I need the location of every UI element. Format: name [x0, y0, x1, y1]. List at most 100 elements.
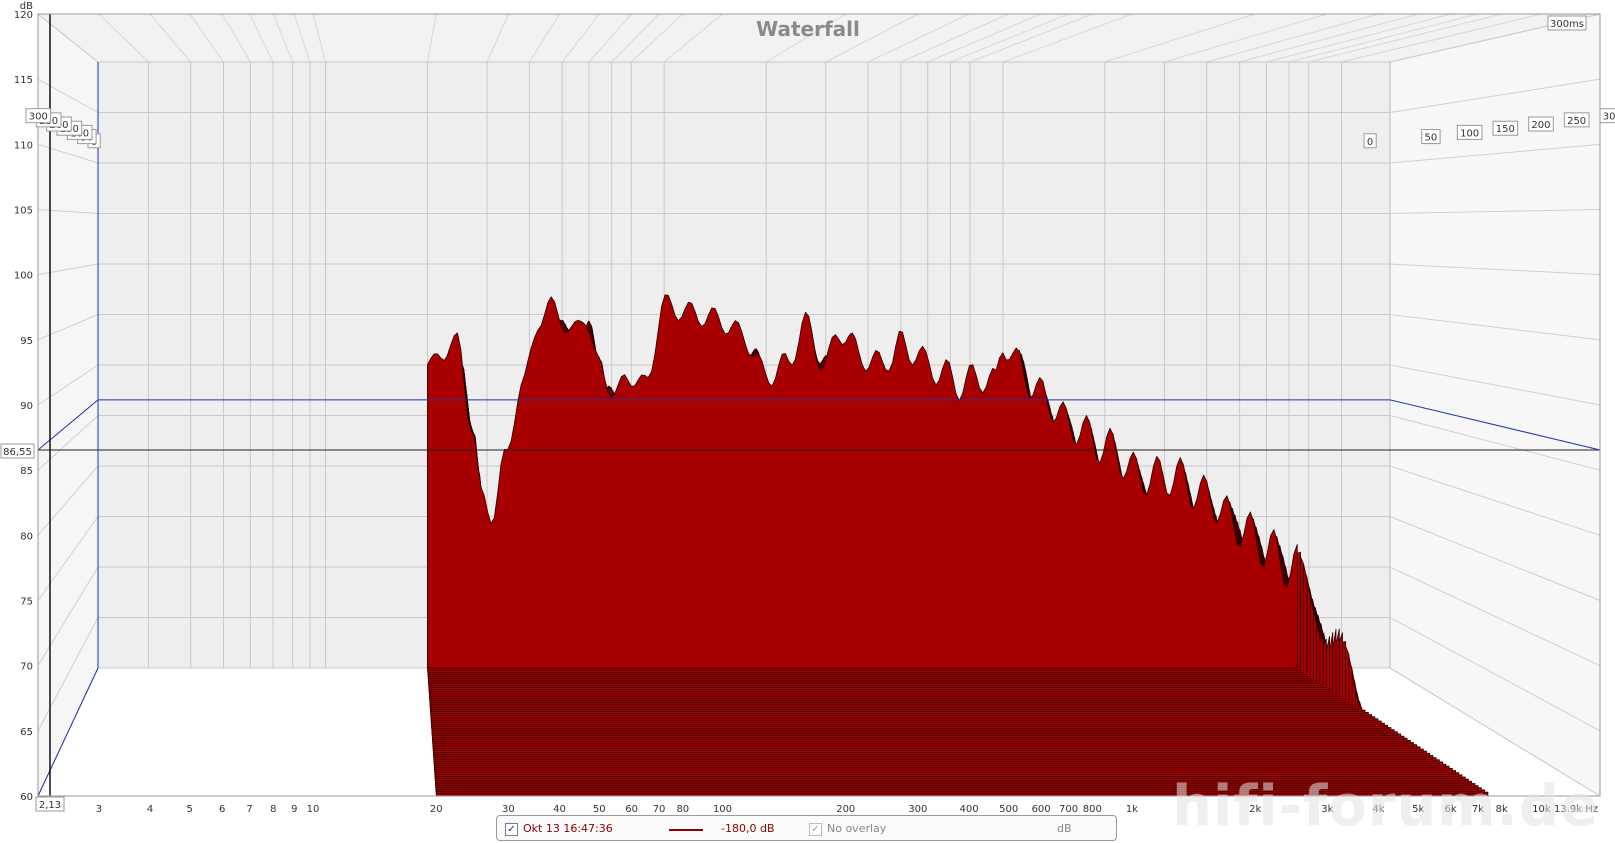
overlay-checkbox[interactable]: ✓: [809, 823, 822, 836]
x-tick-label: 100: [713, 804, 732, 812]
grid-line-y-left: [37, 465, 99, 536]
grid-line-x-top: [950, 13, 1069, 63]
x-tick-label: 60: [625, 804, 638, 812]
time-range-label-box: [1547, 15, 1587, 31]
chart-title: Waterfall: [756, 17, 860, 41]
x-end-label: 13,9k Hz: [1554, 804, 1598, 812]
x-tick-label: 4: [147, 804, 153, 812]
grid-line-x-top: [663, 13, 723, 63]
x-tick-label: 9: [291, 804, 297, 812]
x-tick-label: 5: [187, 804, 193, 812]
y-tick-label: 115: [14, 75, 33, 86]
y-tick-label: 75: [20, 597, 33, 608]
time-tick-right-box: [1492, 120, 1519, 136]
time-tick-left-box: [25, 108, 52, 124]
grid-line-x-top: [588, 13, 633, 63]
x-tick-label: 500: [999, 804, 1018, 812]
grid-line-y-left: [37, 13, 99, 63]
grid-line-y-right: [1389, 314, 1601, 341]
grid-line-y-left: [37, 566, 99, 666]
unit-label: dB: [1057, 822, 1072, 835]
watermark: hifi-forum.de: [1172, 774, 1599, 839]
time-tick-right: 250: [1567, 116, 1586, 127]
y-cursor-readout-box: [0, 443, 35, 459]
x-tick-label: 40: [553, 804, 566, 812]
x-tick-label: 4k: [1372, 804, 1384, 812]
trace-label[interactable]: Okt 13 16:47:36: [523, 822, 613, 835]
cursor-lines: [37, 13, 1601, 797]
x-tick-label: 400: [959, 804, 978, 812]
grid-line-y-right: [1389, 566, 1601, 667]
time-tick-right: 200: [1531, 120, 1550, 131]
grid-line-x-top: [486, 13, 509, 63]
x-tick-label: 2k: [1249, 804, 1261, 812]
grid-line-y-left: [37, 314, 99, 341]
overlay-label[interactable]: No overlay: [827, 822, 887, 835]
grid-line-y-right: [1389, 143, 1601, 164]
time-range-label: 300ms: [1550, 19, 1584, 30]
y-axis-unit: dB: [20, 1, 33, 12]
x-tick-label: 5k: [1412, 804, 1424, 812]
y-tick-label: 100: [14, 271, 33, 282]
x-tick-label: 1k: [1126, 804, 1138, 812]
grid-line-y-right: [1389, 516, 1601, 601]
grid-line-y-right: [1389, 415, 1601, 471]
waterfall-slice: [427, 294, 1298, 669]
waterfall-slices: [427, 294, 1489, 797]
grid-line-y-left: [37, 263, 99, 276]
x-tick-label: 6: [219, 804, 225, 812]
grid-line-y-right: [1389, 465, 1601, 536]
x-tick-label: 800: [1083, 804, 1102, 812]
grid-line-x-top: [825, 13, 919, 63]
time-tick-right-box: [1456, 124, 1483, 140]
grid-line-x-top: [1002, 13, 1133, 63]
time-tick-right-box: [1421, 129, 1441, 145]
grid-line-x-top: [765, 13, 847, 63]
trace-checkbox[interactable]: ✓: [505, 823, 518, 836]
grid-line-x-top: [312, 13, 326, 63]
grid-line-x-top: [1104, 13, 1256, 63]
grid-line-y-left: [37, 617, 99, 732]
grid-line-y-left: [37, 516, 99, 601]
x-tick-label: 10: [307, 804, 320, 812]
grid-line-y-right: [1389, 78, 1601, 113]
x-tick-label: 70: [653, 804, 666, 812]
x-cursor-plane: [37, 62, 99, 797]
y-tick-label: 105: [14, 206, 33, 217]
time-tick-right: 100: [1460, 128, 1479, 139]
legend-bar: ✓ Okt 13 16:47:36 -180,0 dB ✓ No overlay…: [496, 815, 1117, 841]
grid-line-x-top: [631, 13, 684, 63]
grid-line-x-top: [969, 13, 1093, 63]
y-tick-label: 110: [14, 140, 33, 151]
grid-line-x-top: [1164, 13, 1328, 63]
y-tick-label: 120: [14, 10, 33, 21]
grid-line-y-right: [1389, 667, 1601, 797]
grid-line-y-right: [1389, 263, 1601, 276]
x-tick-label: 50: [593, 804, 606, 812]
x-tick-label: 80: [676, 804, 689, 812]
grid-line-x-top: [189, 13, 224, 63]
grid-line-x-top: [293, 13, 311, 63]
grid-line-x-top: [900, 13, 1009, 63]
grid-line-x-top: [611, 13, 660, 63]
time-tick-right: 50: [1424, 133, 1437, 144]
grid-line-x-top: [1206, 13, 1379, 63]
x-tick-label: 7k: [1472, 804, 1484, 812]
x-tick-label: 20: [430, 804, 443, 812]
x-tick-label: 3k: [1321, 804, 1333, 812]
time-tick-right-box: [1563, 112, 1590, 128]
x-tick-label: 7: [246, 804, 252, 812]
time-tick-right-box: [1599, 108, 1615, 124]
grid-line-x-top: [249, 13, 274, 63]
grid-line-x-top: [561, 13, 600, 63]
y-cursor-plane: [37, 399, 1601, 451]
y-tick-label: 60: [20, 792, 33, 803]
x-cursor-readout-box: [35, 796, 65, 812]
x-tick-label: 200: [836, 804, 855, 812]
y-tick-label: 80: [20, 531, 33, 542]
y-cursor-readout: 86,55: [3, 447, 32, 458]
grid-line-x-top: [528, 13, 560, 63]
